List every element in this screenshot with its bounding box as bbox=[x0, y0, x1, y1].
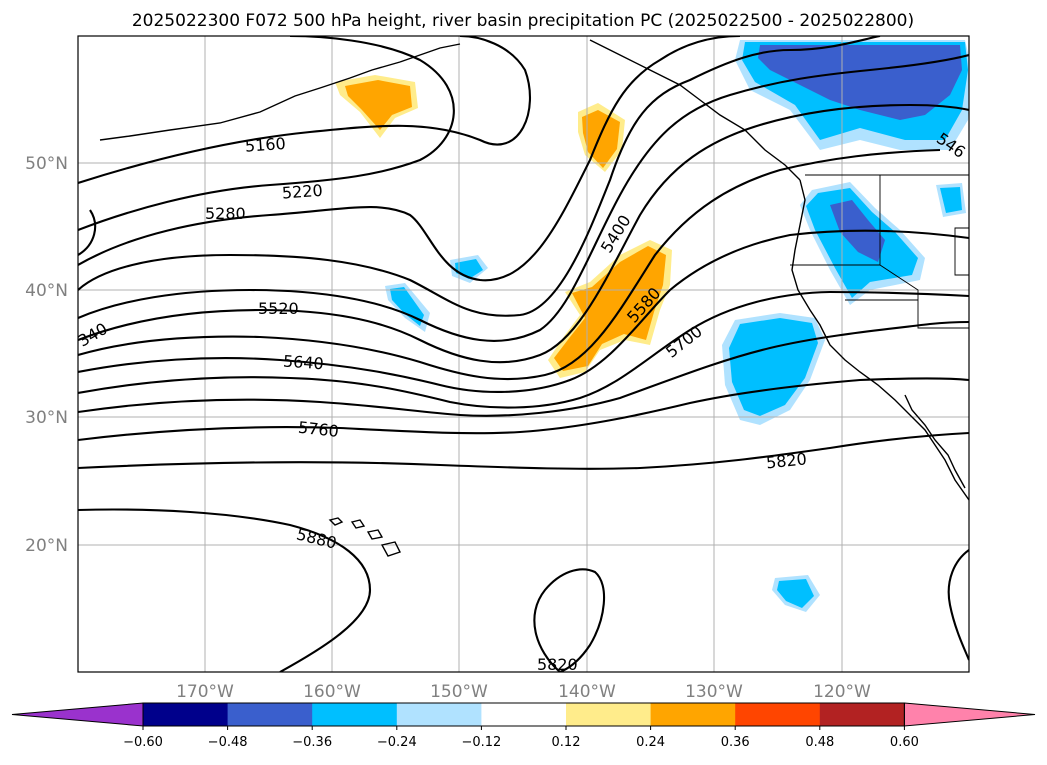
contour-label: 5520 bbox=[258, 299, 299, 318]
contour-label: 5820 bbox=[765, 449, 807, 472]
colorbar-tick-label: 0.60 bbox=[890, 735, 919, 750]
colorbar-segment bbox=[650, 703, 736, 726]
contour-label: 5700 bbox=[662, 322, 706, 362]
lon-label: 120°W bbox=[813, 682, 871, 702]
lon-label: 170°W bbox=[176, 682, 234, 702]
contour-label: 5820 bbox=[537, 655, 578, 674]
colorbar-segment bbox=[481, 703, 567, 726]
colorbar-segment bbox=[735, 703, 821, 726]
lat-label: 50°N bbox=[25, 154, 68, 174]
colorbar-tick-label: −0.24 bbox=[377, 735, 417, 750]
colorbar-segment bbox=[566, 703, 652, 726]
contour-label: 5760 bbox=[297, 418, 339, 441]
state-borders bbox=[790, 174, 969, 329]
contour-label: 5280 bbox=[205, 204, 246, 223]
colorbar-tick-label: −0.48 bbox=[208, 735, 248, 750]
colorbar-tick-label: 0.36 bbox=[721, 735, 750, 750]
lon-label: 130°W bbox=[685, 682, 743, 702]
colorbar-extend-low bbox=[11, 702, 144, 727]
lat-axis-labels: 50°N 40°N 30°N 20°N bbox=[25, 154, 68, 556]
colorbar-tick-label: −0.12 bbox=[461, 735, 501, 750]
contour-label: 5640 bbox=[282, 351, 324, 373]
colorbar-tick-label: 0.48 bbox=[805, 735, 834, 750]
map-frame bbox=[77, 35, 970, 673]
colorbar-segment bbox=[227, 703, 313, 726]
gridlines bbox=[78, 36, 969, 672]
lon-axis-labels: 170°W 160°W 150°W 140°W 130°W 120°W bbox=[176, 682, 871, 702]
lat-label: 30°N bbox=[25, 408, 68, 428]
lat-label: 20°N bbox=[25, 536, 68, 556]
lat-label: 40°N bbox=[25, 281, 68, 301]
colorbar-frame bbox=[142, 702, 905, 727]
lon-label: 160°W bbox=[303, 682, 361, 702]
colorbar-tick-label: 0.12 bbox=[552, 735, 581, 750]
colorbar: −0.60 −0.48 −0.36 −0.24 −0.12 0.12 0.24 0.36 0.4… bbox=[11, 702, 1036, 750]
colorbar-tick-label: −0.60 bbox=[123, 735, 163, 750]
colorbar-segment bbox=[819, 703, 905, 726]
coastlines bbox=[99, 39, 969, 557]
colorbar-segment bbox=[396, 703, 482, 726]
contour-label: 5160 bbox=[244, 134, 286, 156]
contour-label: 340 bbox=[75, 319, 111, 351]
lon-label: 140°W bbox=[558, 682, 616, 702]
map-title: 2025022300 F072 500 hPa height, river ba… bbox=[132, 11, 914, 31]
contour-label: 5880 bbox=[969, 570, 993, 613]
colorbar-extend-high bbox=[903, 702, 1036, 727]
contour-label: 5220 bbox=[281, 181, 323, 203]
colorbar-segment bbox=[143, 703, 229, 726]
colorbar-tick-label: 0.24 bbox=[636, 735, 665, 750]
map-area: 5160 5220 5280 340 5520 5640 5760 5880 5… bbox=[75, 36, 993, 674]
colorbar-tick-label: −0.36 bbox=[292, 735, 332, 750]
height-contours bbox=[78, 36, 969, 672]
lon-label: 150°W bbox=[430, 682, 488, 702]
colorbar-segment bbox=[312, 703, 398, 726]
